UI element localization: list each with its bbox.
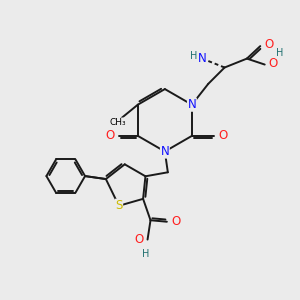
Text: O: O [268, 57, 278, 70]
Text: O: O [171, 215, 180, 228]
Text: H: H [190, 51, 198, 61]
Text: O: O [264, 38, 273, 51]
Text: O: O [134, 233, 143, 246]
Text: H: H [276, 48, 283, 58]
Text: O: O [218, 129, 228, 142]
Text: N: N [198, 52, 207, 65]
Text: CH₃: CH₃ [110, 118, 126, 127]
Text: O: O [106, 129, 115, 142]
Text: N: N [188, 98, 196, 111]
Text: H: H [142, 249, 150, 260]
Text: N: N [160, 145, 169, 158]
Text: S: S [115, 199, 123, 212]
